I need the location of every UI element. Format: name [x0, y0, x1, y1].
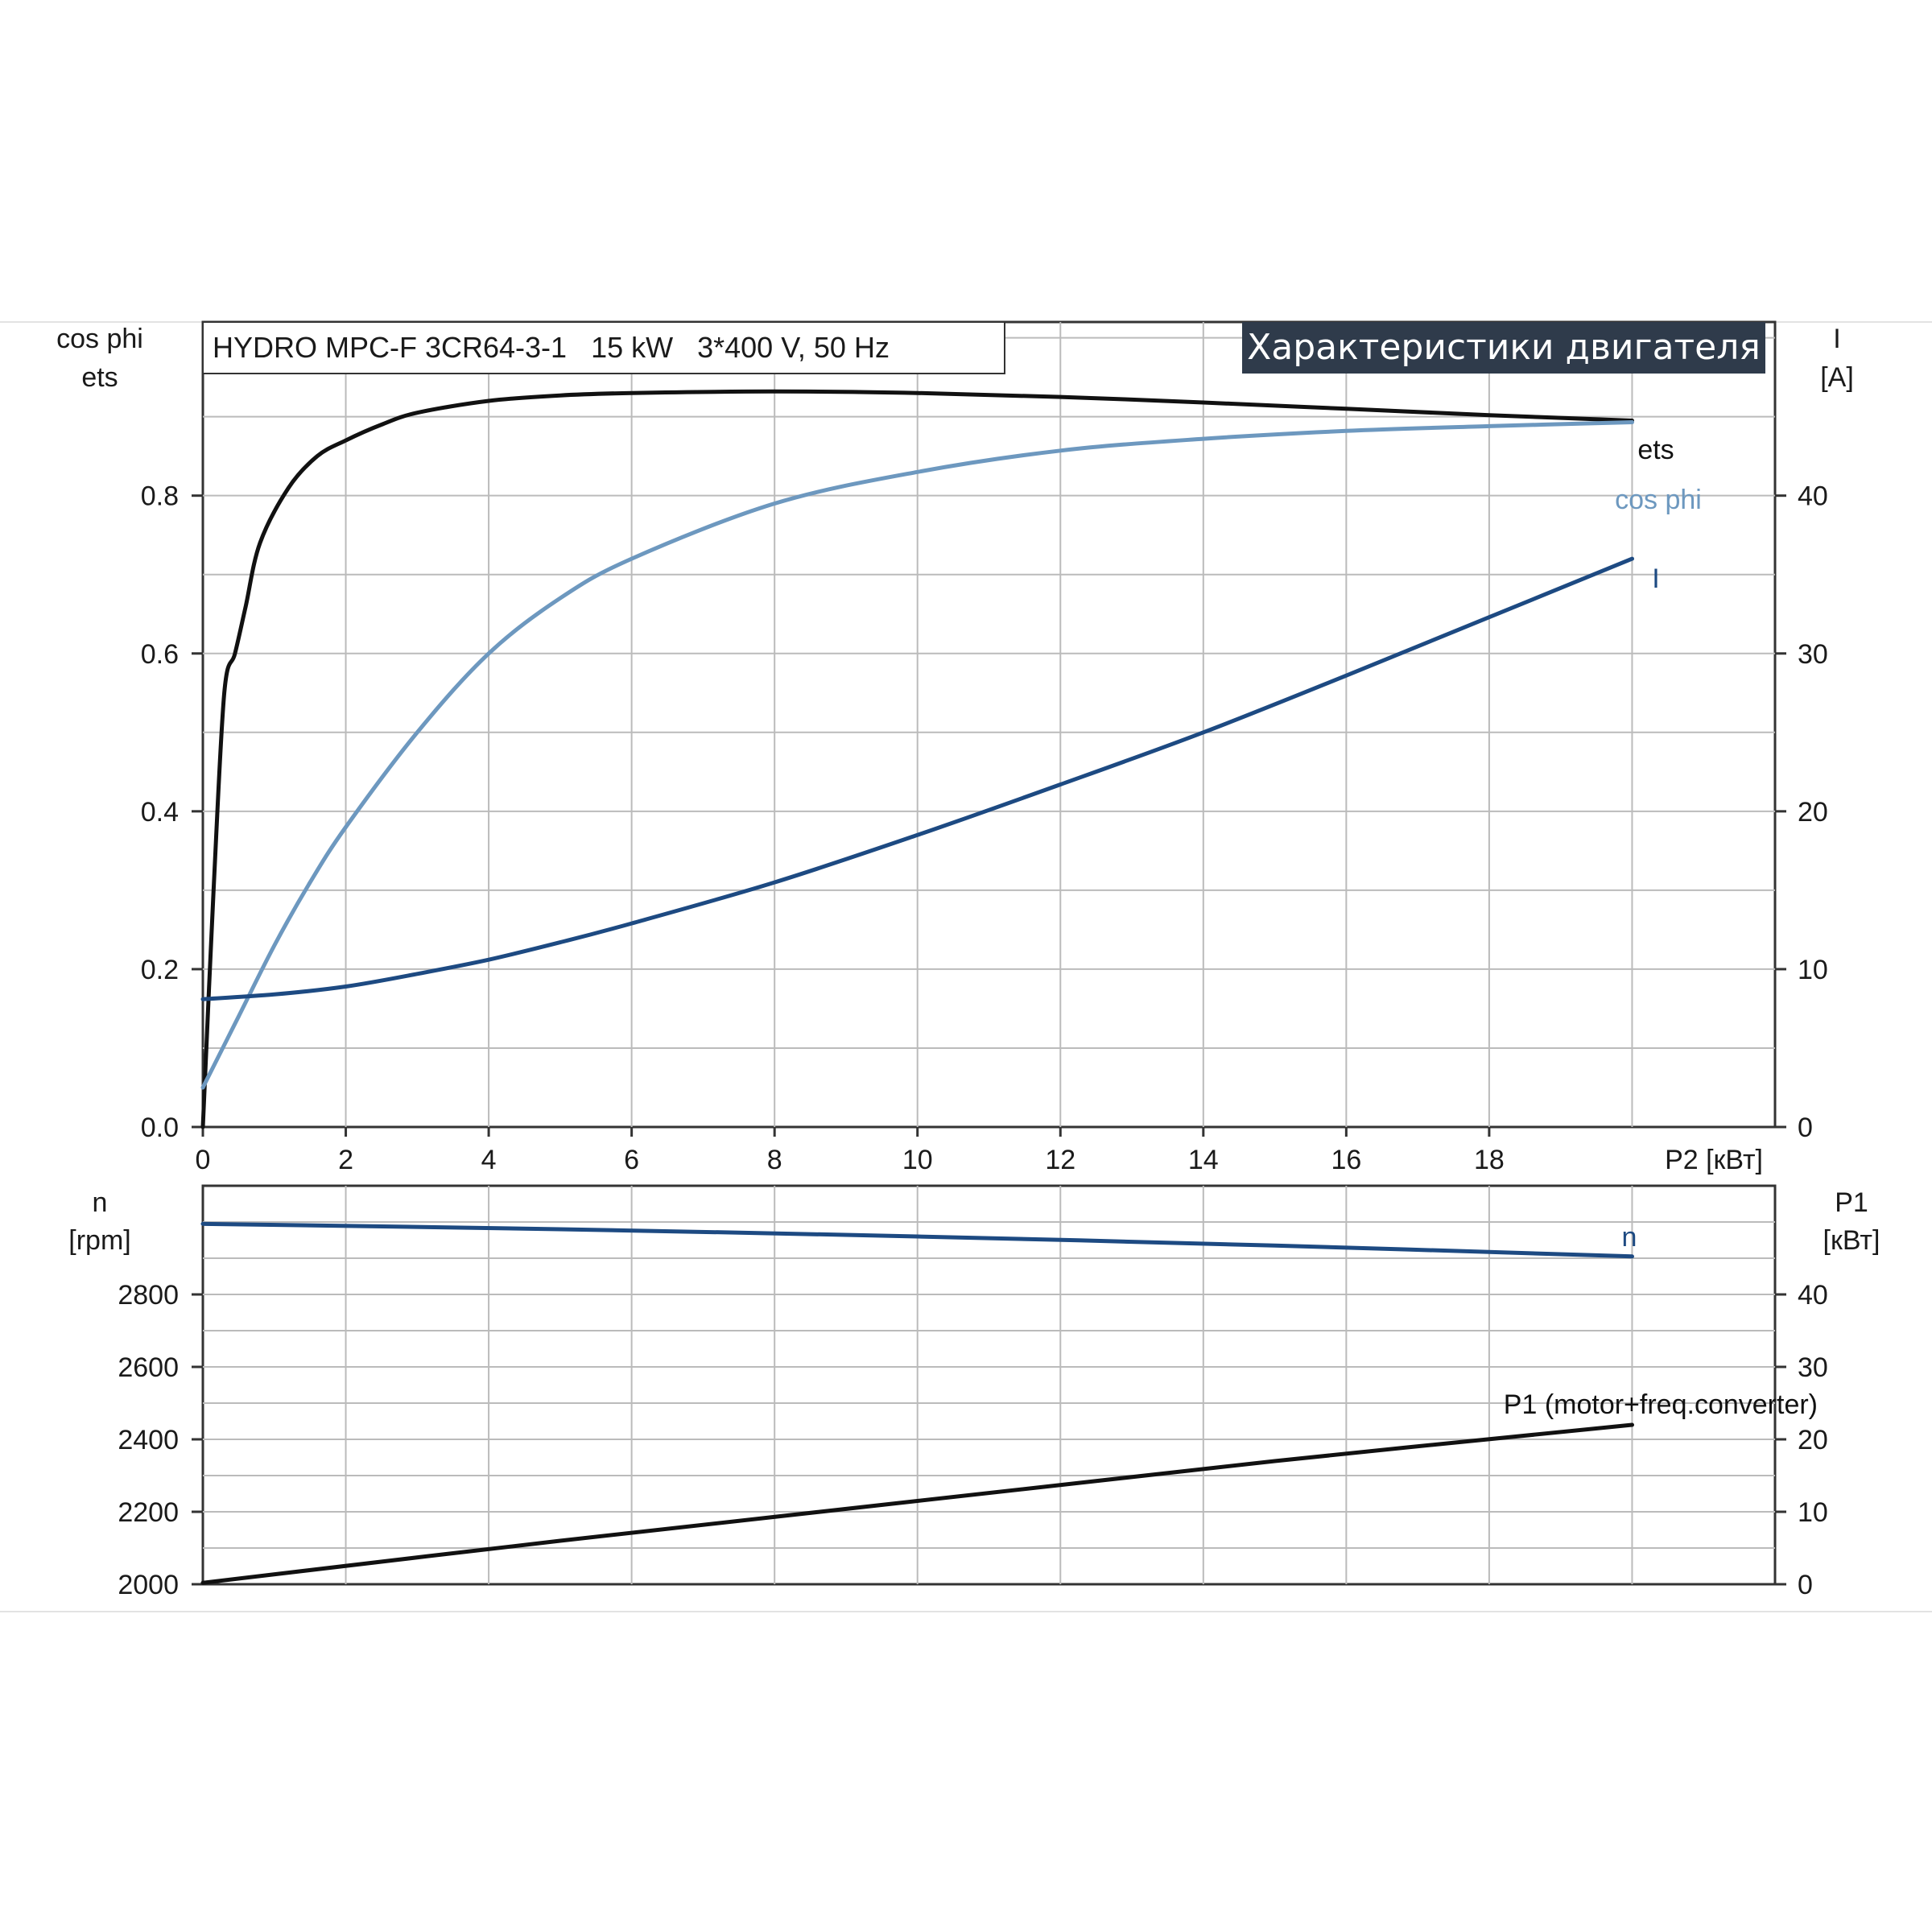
bottom-plot-series — [200, 1221, 1634, 1585]
top-left-tick-labels: 0.0 0.2 0.4 0.6 0.8 — [141, 481, 203, 1143]
x-tick-label: 0 — [196, 1145, 211, 1175]
top-left-tick-label: 0.6 — [141, 639, 179, 670]
x-tick-label: 14 — [1188, 1145, 1219, 1175]
x-tick-label: 8 — [767, 1145, 782, 1175]
top-plot-series — [200, 389, 1634, 1129]
x-axis-title: P2 [кВт] — [1665, 1145, 1763, 1175]
top-left-axis-title-cosphi: cos phi — [56, 324, 143, 354]
chart-banner — [1242, 322, 1765, 374]
series-line-ets — [200, 389, 1634, 1129]
top-left-tick-label: 0.0 — [141, 1113, 179, 1143]
bottom-right-tick-label: 0 — [1798, 1570, 1813, 1600]
model-title: HYDRO MPC-F 3CR64-3-1 15 kW 3*400 V, 50 … — [213, 331, 890, 364]
series-label-n: n — [1622, 1222, 1637, 1253]
top-plot-grid — [201, 320, 1777, 1129]
top-right-tick-label: 20 — [1798, 797, 1828, 828]
bottom-left-tick-label: 2400 — [118, 1425, 179, 1455]
top-right-tick-label: 30 — [1798, 639, 1828, 670]
x-tick-label: 16 — [1331, 1145, 1361, 1175]
top-right-axis-title-i: I — [1833, 324, 1840, 354]
bottom-right-axis-title-unit: [кВт] — [1823, 1225, 1880, 1256]
bottom-left-tick-label: 2200 — [118, 1497, 179, 1528]
bottom-right-tick-label: 40 — [1798, 1280, 1828, 1311]
top-left-tick-label: 0.2 — [141, 955, 179, 985]
top-right-tick-labels: 0 10 20 30 40 — [1775, 481, 1828, 1143]
bottom-left-tick-label: 2000 — [118, 1570, 179, 1600]
bottom-left-tick-label: 2800 — [118, 1280, 179, 1311]
bottom-left-tick-labels: 2000 2200 2400 2600 2800 — [118, 1280, 203, 1600]
series-label-cosphi: cos phi — [1615, 485, 1702, 515]
series-line-n — [200, 1221, 1634, 1259]
series-label-p1: P1 (motor+freq.converter) — [1504, 1389, 1818, 1420]
top-right-tick-label: 40 — [1798, 481, 1828, 512]
series-line-cos-phi — [200, 420, 1634, 1090]
bottom-plot-grid — [201, 1184, 1777, 1586]
top-right-tick-label: 10 — [1798, 955, 1828, 985]
x-tick-label: 4 — [481, 1145, 497, 1175]
top-right-axis-title-unit: [A] — [1820, 362, 1854, 393]
bottom-right-tick-label: 20 — [1798, 1425, 1828, 1455]
series-line-p1-motor-freq-converter — [200, 1422, 1634, 1585]
x-tick-label: 10 — [902, 1145, 933, 1175]
x-tick-labels: 0 2 4 6 8 10 12 14 16 18 — [196, 1127, 1505, 1175]
bottom-right-axis-title-p1: P1 — [1835, 1187, 1868, 1218]
chart-banner-text: Характеристики двигателя — [1247, 327, 1761, 368]
top-right-tick-label: 0 — [1798, 1113, 1813, 1143]
top-left-axis-title-ets: ets — [81, 362, 118, 393]
model-title-box — [202, 321, 1005, 374]
bottom-right-tick-label: 30 — [1798, 1352, 1828, 1383]
x-tick-label: 12 — [1045, 1145, 1075, 1175]
x-tick-label: 18 — [1474, 1145, 1505, 1175]
bottom-left-tick-label: 2600 — [118, 1352, 179, 1383]
series-label-ets: ets — [1637, 435, 1674, 465]
series-label-i: I — [1652, 564, 1659, 594]
top-frame — [201, 320, 1777, 1129]
x-tick-label: 2 — [338, 1145, 353, 1175]
bottom-frame — [201, 1184, 1777, 1586]
bottom-left-axis-title-unit: [rpm] — [68, 1225, 130, 1256]
x-tick-label: 6 — [624, 1145, 639, 1175]
series-line-i — [200, 556, 1634, 1001]
top-left-tick-label: 0.8 — [141, 481, 179, 512]
top-left-tick-label: 0.4 — [141, 797, 179, 828]
bottom-right-tick-label: 10 — [1798, 1497, 1828, 1528]
bottom-right-tick-labels: 0 10 20 30 40 — [1775, 1280, 1828, 1600]
bottom-left-axis-title-n: n — [93, 1187, 108, 1218]
